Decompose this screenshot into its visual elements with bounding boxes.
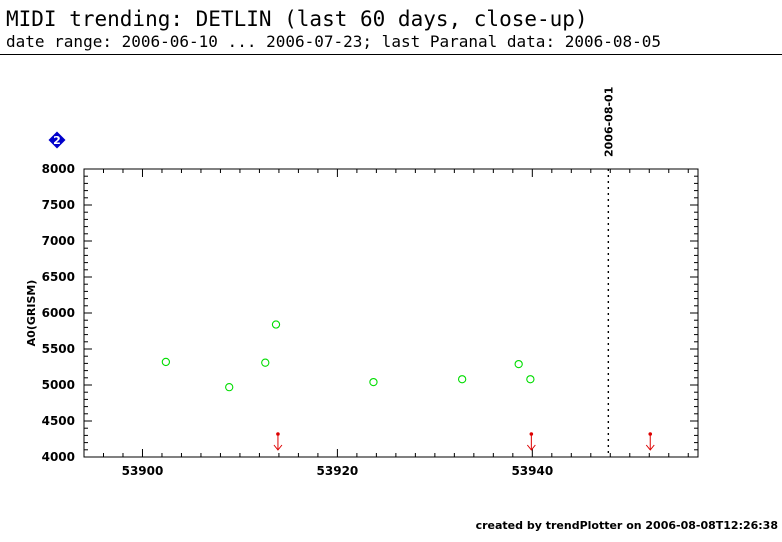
x-tick-label: 53920 xyxy=(317,464,359,478)
plot-frame xyxy=(83,168,699,458)
y-tick-label: 7000 xyxy=(42,234,75,248)
y-tick-label: 4500 xyxy=(42,414,75,428)
badge-label: 2 xyxy=(53,134,61,147)
out-of-range-arrow-head xyxy=(273,444,283,451)
x-tick-label: 53900 xyxy=(122,464,164,478)
y-tick-label: 6000 xyxy=(42,306,75,320)
y-tick-label: 7500 xyxy=(42,198,75,212)
y-tick-label: 5000 xyxy=(42,378,75,392)
page-title: MIDI trending: DETLIN (last 60 days, clo… xyxy=(6,7,588,31)
data-point xyxy=(369,377,378,387)
y-tick-label: 5500 xyxy=(42,342,75,356)
data-point xyxy=(225,383,234,392)
x-tick-label: 53940 xyxy=(511,464,553,478)
y-tick-label: 4000 xyxy=(42,450,75,464)
y-tick-label: 8000 xyxy=(42,162,75,176)
data-point xyxy=(514,359,523,369)
data-point xyxy=(457,375,467,384)
data-point xyxy=(261,358,270,367)
out-of-range-arrow-head xyxy=(526,444,536,451)
date-marker-label: 2006-08-01 xyxy=(602,87,615,157)
out-of-range-arrow-head xyxy=(645,444,655,451)
data-point xyxy=(271,320,281,329)
page-subtitle: date range: 2006-06-10 ... 2006-07-23; l… xyxy=(6,32,662,51)
y-tick-label: 6500 xyxy=(42,270,75,284)
y-axis-label: A0(GRISM) xyxy=(25,280,38,347)
footer-credit: created by trendPlotter on 2006-08-08T12… xyxy=(475,519,778,532)
data-point xyxy=(526,375,535,384)
header-divider xyxy=(0,54,782,55)
data-point xyxy=(161,357,171,367)
